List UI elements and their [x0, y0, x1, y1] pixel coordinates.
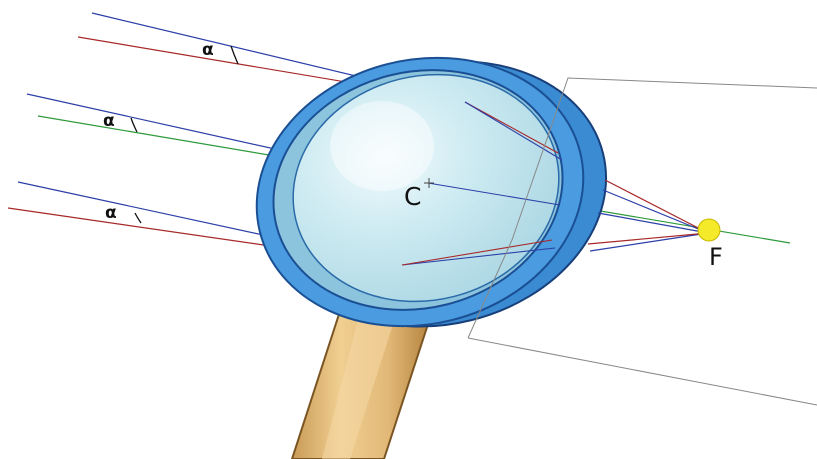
outgoing-rays	[587, 179, 709, 252]
top-ray-refracted-red	[464, 101, 559, 154]
focus-label: F	[709, 243, 723, 271]
angle-label-bottom: α	[105, 203, 117, 223]
focus-point	[697, 218, 721, 242]
center-label: C	[404, 182, 421, 211]
top-ray-exit-red	[604, 179, 709, 234]
angle-label-middle: α	[103, 111, 115, 131]
magnifier-lens	[255, 56, 608, 328]
top-ray-exit-blue	[602, 189, 709, 234]
bottom-ray-exit-red	[587, 232, 709, 245]
middle-ray-exit	[597, 212, 709, 234]
bottom-ray-refracted-red	[401, 239, 553, 266]
angle-label-top: α	[202, 40, 214, 60]
refracted-rays	[401, 101, 563, 266]
bottom-ray-exit-blue	[589, 232, 709, 252]
magnifier-handle	[290, 303, 432, 459]
middle-ray-refracted	[427, 182, 561, 206]
incoming-rays	[7, 12, 791, 266]
lens-highlight	[330, 101, 434, 191]
angle-arc-top	[230, 45, 239, 65]
lens-glass	[292, 73, 560, 303]
construction-lines	[467, 77, 817, 406]
angle-arc-middle	[130, 117, 138, 133]
bottom-ray-refracted-blue	[401, 247, 556, 266]
angle-arcs	[130, 45, 239, 224]
angle-arc-bottom	[134, 212, 142, 224]
top-ray-refracted-blue	[464, 101, 563, 161]
